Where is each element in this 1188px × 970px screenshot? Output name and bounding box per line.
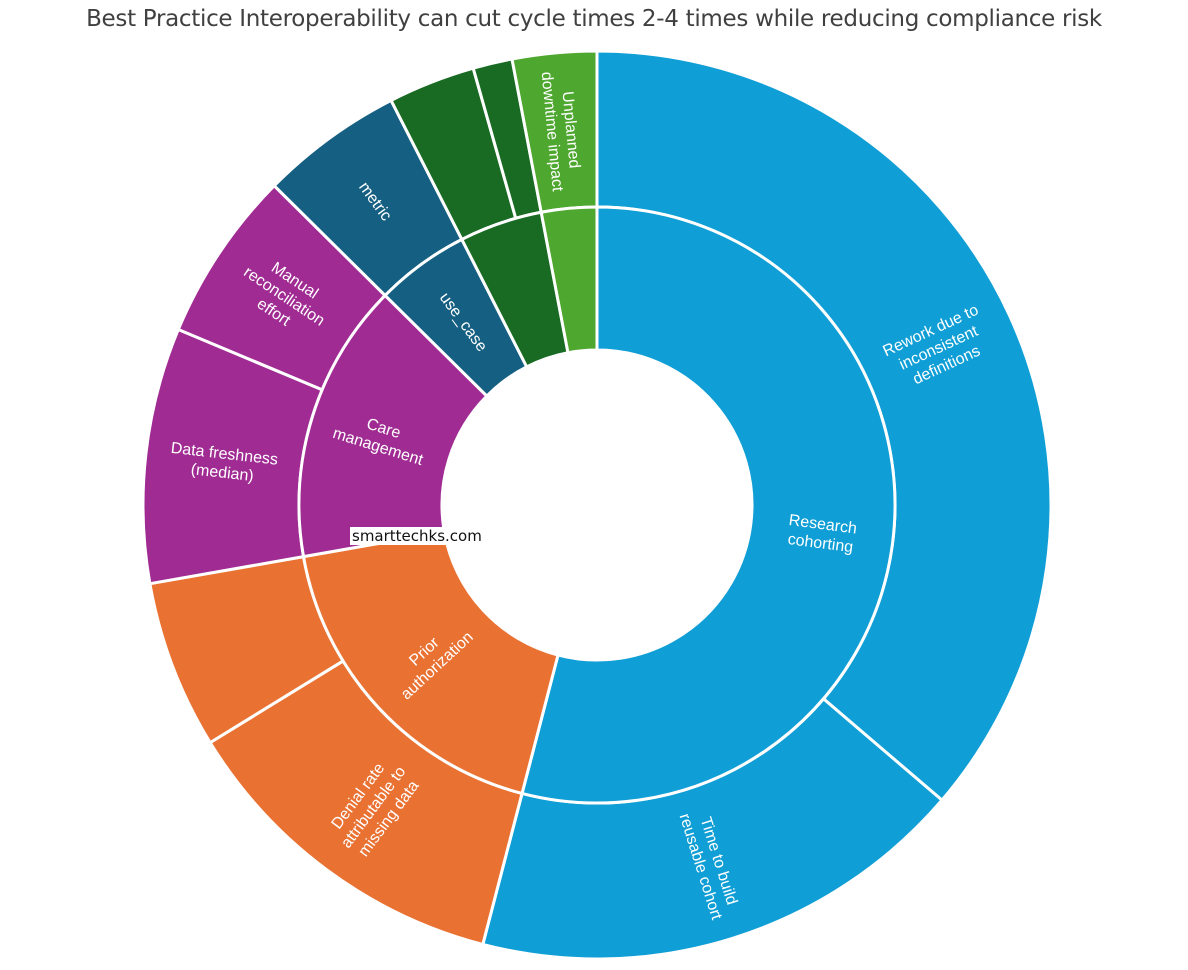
chart-title: Best Practice Interoperability can cut c… <box>86 6 1102 32</box>
watermark: smarttechks.com <box>350 527 484 545</box>
group-segment-care-management[interactable] <box>297 293 489 559</box>
group-segment-group-5[interactable] <box>539 205 599 355</box>
group-segment-research-cohorting[interactable] <box>520 205 897 805</box>
group-segment-prior-authorization[interactable] <box>301 530 560 796</box>
